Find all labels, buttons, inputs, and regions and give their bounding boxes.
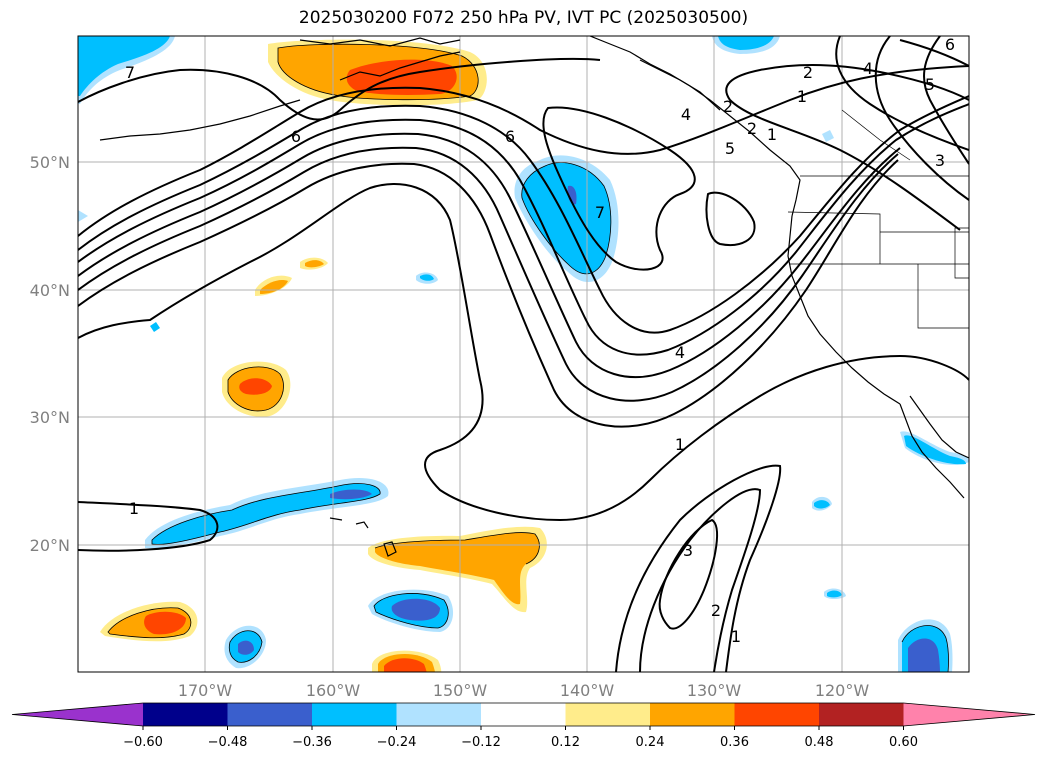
lat-label-50n: 50°N [30,153,70,172]
colorbar-tick-label: −0.36 [292,735,332,750]
colorbar-tick-label: −0.48 [208,735,248,750]
colorbar-segment [143,703,228,726]
lat-label-30n: 30°N [30,408,70,427]
latitude-labels: 50°N 40°N 30°N 20°N [30,153,70,555]
contour-labels: 7 6 6 7 2 4 5 2 1 5 3 2 1 4 1 1 3 2 1 4 … [125,35,955,646]
colorbar-tick-label: 0.60 [889,735,918,750]
lon-label-140w: 140°W [560,681,615,700]
anomaly-outlines [107,43,949,672]
contour-label: 4 [863,59,873,78]
contour-label: 2 [747,119,757,138]
colorbar-arrow-left [12,703,143,726]
map-area: 7 6 6 7 2 4 5 2 1 5 3 2 1 4 1 1 3 2 1 4 … [78,35,969,672]
lon-label-160w: 160°W [306,681,361,700]
contour-label: 2 [711,601,721,620]
contours [78,36,969,672]
colorbar-tick-label: 0.48 [805,735,834,750]
contour-label: 4 [681,105,691,124]
colorbar-segment [565,703,651,726]
colorbar: −0.60 −0.48 −0.36 −0.24 −0.12 0.12 0.24 0.36 0.4… [11,702,1036,750]
coastlines [99,36,969,557]
lon-label-170w: 170°W [178,681,233,700]
lat-label-40n: 40°N [30,281,70,300]
map-frame [77,35,970,673]
contour-label: 5 [925,75,935,94]
contour-label: 1 [129,499,139,518]
contour-label: 7 [125,63,135,82]
colorbar-segment [481,703,566,726]
contour-label: 2 [803,63,813,82]
contour-label: 6 [291,127,301,146]
colorbar-tick-label: 0.36 [720,735,749,750]
negative-anomaly-shading [78,36,969,672]
colorbar-segment [312,703,397,726]
lon-label-120w: 120°W [815,681,870,700]
lat-label-20n: 20°N [30,536,70,555]
contour-label: 1 [797,87,807,106]
colorbar-segment [650,703,735,726]
contour-label: 3 [935,151,945,170]
gridlines [78,36,969,672]
map-title: 2025030200 F072 250 hPa PV, IVT PC (2025… [298,8,749,28]
contour-label: 5 [725,139,735,158]
longitude-labels: 170°W 160°W 150°W 140°W 130°W 120°W [178,681,870,700]
contour-label: 3 [683,541,693,560]
contour-label: 6 [945,35,955,54]
contour-label: 7 [595,203,605,222]
lon-label-130w: 130°W [687,681,742,700]
colorbar-tick-label: 0.12 [551,735,580,750]
colorbar-arrow-right [903,703,1035,726]
colorbar-tick-label: −0.24 [377,735,417,750]
contour-label: 6 [505,127,515,146]
colorbar-segment [819,703,904,726]
colorbar-tick-label: −0.12 [461,735,501,750]
contour-label: 2 [723,97,733,116]
colorbar-tick-label: −0.60 [123,735,163,750]
colorbar-segment [734,703,820,726]
contour-label: 4 [675,343,685,362]
contour-label: 1 [675,435,685,454]
colorbar-segment [227,703,313,726]
contour-label: 1 [767,125,777,144]
contour-label: 1 [731,627,741,646]
lon-label-150w: 150°W [433,681,488,700]
colorbar-tick-label: 0.24 [636,735,665,750]
colorbar-segment [396,703,482,726]
